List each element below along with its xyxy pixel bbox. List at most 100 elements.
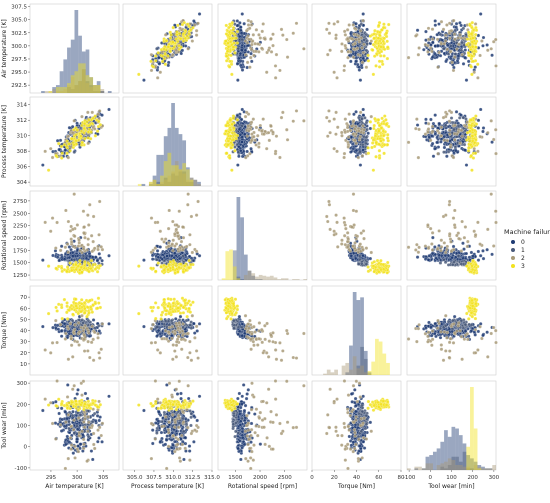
- scatter-point: [261, 30, 264, 33]
- scatter-point: [328, 203, 331, 206]
- scatter-point: [343, 30, 346, 33]
- scatter-point: [436, 248, 439, 251]
- scatter-point: [476, 63, 479, 66]
- scatter-point: [431, 252, 434, 255]
- scatter-point: [80, 141, 83, 144]
- scatter-point: [365, 247, 368, 250]
- scatter-point: [457, 43, 460, 46]
- scatter-point: [252, 33, 255, 36]
- scatter-point: [344, 223, 347, 226]
- scatter-point: [88, 264, 91, 267]
- scatter-point: [257, 33, 260, 36]
- scatter-point: [98, 252, 101, 255]
- scatter-point: [438, 51, 441, 54]
- scatter-point: [224, 39, 227, 42]
- scatter-point: [444, 124, 447, 127]
- scatter-point: [347, 238, 350, 241]
- scatter-point: [260, 130, 263, 133]
- scatter-point: [440, 20, 443, 23]
- scatter-point: [67, 156, 70, 159]
- scatter-point: [437, 22, 440, 25]
- scatter-point: [167, 64, 170, 67]
- scatter-point: [254, 143, 257, 146]
- scatter-point: [352, 244, 355, 247]
- scatter-point: [494, 152, 497, 155]
- scatter-point: [365, 66, 368, 69]
- scatter-point: [448, 133, 451, 136]
- scatter-point: [231, 123, 234, 126]
- scatter-point: [434, 24, 437, 27]
- scatter-point: [492, 138, 495, 141]
- scatter-point: [334, 133, 337, 136]
- scatter-point: [173, 244, 176, 247]
- hist-bar: [75, 71, 79, 93]
- hist-bar: [60, 87, 64, 93]
- scatter-point: [69, 149, 72, 152]
- scatter-point: [175, 30, 178, 33]
- scatter-point: [195, 29, 198, 32]
- scatter-point: [83, 260, 86, 263]
- scatter-point: [379, 139, 382, 142]
- hist-bar: [222, 278, 226, 280]
- panel-rpm-vs-rpm: [218, 191, 307, 280]
- hist-bar: [266, 277, 270, 280]
- scatter-point: [176, 231, 179, 234]
- scatter-point: [286, 138, 289, 141]
- scatter-point: [382, 23, 385, 26]
- scatter-point: [424, 258, 427, 261]
- scatter-point: [354, 110, 357, 113]
- scatter-point: [343, 152, 346, 155]
- scatter-point: [80, 251, 83, 254]
- hist-bar: [149, 182, 153, 186]
- scatter-point: [225, 130, 228, 133]
- panel-proc-vs-rpm: [218, 97, 307, 186]
- scatter-point: [238, 128, 241, 131]
- panel-frame: [407, 191, 496, 280]
- scatter-point: [78, 241, 81, 244]
- scatter-point: [156, 249, 159, 252]
- scatter-point: [260, 47, 263, 50]
- scatter-point: [142, 79, 145, 82]
- scatter-point: [452, 69, 455, 72]
- scatter-point: [478, 243, 481, 246]
- scatter-point: [99, 264, 102, 267]
- scatter-point: [474, 233, 477, 236]
- scatter-point: [474, 45, 477, 48]
- scatter-point: [357, 156, 360, 159]
- scatter-point: [375, 141, 378, 144]
- scatter-point: [240, 38, 243, 41]
- scatter-point: [438, 229, 441, 232]
- scatter-point: [449, 238, 452, 241]
- scatter-point: [249, 147, 252, 150]
- scatter-point: [446, 44, 449, 47]
- scatter-point: [358, 151, 361, 154]
- scatter-point: [250, 48, 253, 51]
- scatter-point: [327, 22, 330, 25]
- scatter-point: [472, 60, 475, 63]
- scatter-point: [225, 55, 228, 58]
- scatter-point: [344, 118, 347, 121]
- scatter-point: [432, 155, 435, 158]
- scatter-point: [250, 23, 253, 26]
- scatter-point: [269, 37, 272, 40]
- scatter-point: [232, 45, 235, 48]
- scatter-point: [66, 243, 69, 246]
- scatter-point: [167, 45, 170, 48]
- scatter-point: [87, 243, 90, 246]
- scatter-point: [431, 130, 434, 133]
- scatter-point: [471, 21, 474, 24]
- scatter-point: [471, 40, 474, 43]
- hist-bar: [277, 279, 281, 280]
- scatter-point: [183, 264, 186, 267]
- scatter-point: [424, 244, 427, 247]
- scatter-point: [225, 24, 228, 27]
- scatter-point: [188, 233, 191, 236]
- scatter-point: [281, 34, 284, 37]
- scatter-point: [369, 120, 372, 123]
- scatter-point: [274, 150, 277, 153]
- scatter-point: [347, 145, 350, 148]
- scatter-point: [254, 50, 257, 53]
- scatter-point: [354, 60, 357, 63]
- scatter-point: [460, 129, 463, 132]
- hist-bar: [274, 277, 278, 280]
